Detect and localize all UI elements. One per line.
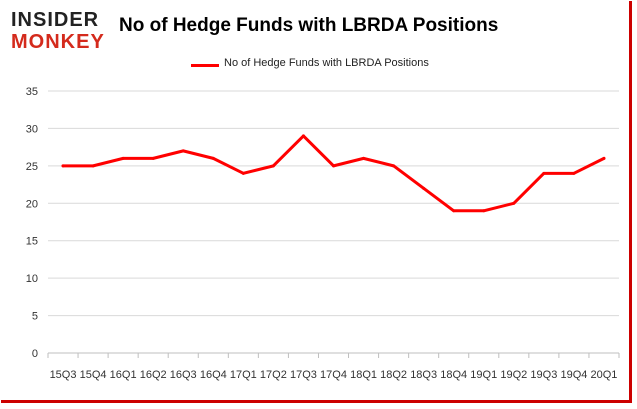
x-tick-label: 16Q1 [110, 369, 137, 381]
data-point [121, 156, 125, 160]
data-point [61, 164, 65, 168]
data-point [151, 156, 155, 160]
data-point [602, 156, 606, 160]
x-tick-label: 18Q2 [380, 369, 407, 381]
x-tick-label: 16Q4 [200, 369, 227, 381]
legend-swatch [191, 64, 219, 67]
data-point [512, 201, 516, 205]
y-tick-label: 25 [26, 161, 38, 173]
logo-line-1: INSIDER [11, 9, 100, 31]
x-tick-label: 17Q2 [260, 369, 287, 381]
x-tick-label: 18Q4 [440, 369, 467, 381]
y-tick-label: 20 [26, 198, 38, 210]
chart-frame: INSIDER MONKEY No of Hedge Funds with LB… [1, 1, 632, 403]
y-tick-label: 15 [26, 236, 38, 248]
x-tick-label: 16Q3 [170, 369, 197, 381]
data-point [271, 164, 275, 168]
x-tick-label: 19Q3 [530, 369, 557, 381]
chart-title: No of Hedge Funds with LBRDA Positions [119, 15, 499, 36]
data-point [362, 156, 366, 160]
x-tick-label: 17Q3 [290, 369, 317, 381]
x-tick-label: 17Q4 [320, 369, 347, 381]
x-tick-label: 17Q1 [230, 369, 257, 381]
data-point [452, 209, 456, 213]
data-point [301, 134, 305, 138]
y-tick-label: 0 [32, 348, 38, 360]
logo-line-2: MONKEY [11, 31, 105, 53]
data-point [392, 164, 396, 168]
y-tick-label: 10 [26, 273, 38, 285]
data-point [572, 171, 576, 175]
x-tick-label: 19Q2 [500, 369, 527, 381]
x-tick-label: 16Q2 [140, 369, 167, 381]
data-point [332, 164, 335, 168]
data-point [422, 186, 426, 190]
y-tick-label: 30 [26, 123, 38, 135]
x-tick-label: 18Q1 [350, 369, 377, 381]
y-tick-label: 5 [32, 311, 38, 323]
y-tick-label: 35 [26, 86, 38, 98]
x-tick-label: 19Q4 [560, 369, 587, 381]
data-point [91, 164, 95, 168]
x-tick-label: 15Q4 [80, 369, 107, 381]
insider-monkey-logo: INSIDER MONKEY [11, 7, 116, 57]
series-line [61, 134, 606, 213]
data-point [181, 149, 185, 153]
x-tick-label: 15Q3 [50, 369, 77, 381]
x-tick-label: 20Q1 [591, 369, 618, 381]
data-point [482, 209, 486, 213]
data-point [542, 171, 546, 175]
x-tick-label: 19Q1 [470, 369, 497, 381]
data-point [241, 171, 245, 175]
data-point [211, 156, 215, 160]
x-tick-label: 18Q3 [410, 369, 437, 381]
legend-label: No of Hedge Funds with LBRDA Positions [224, 57, 429, 69]
